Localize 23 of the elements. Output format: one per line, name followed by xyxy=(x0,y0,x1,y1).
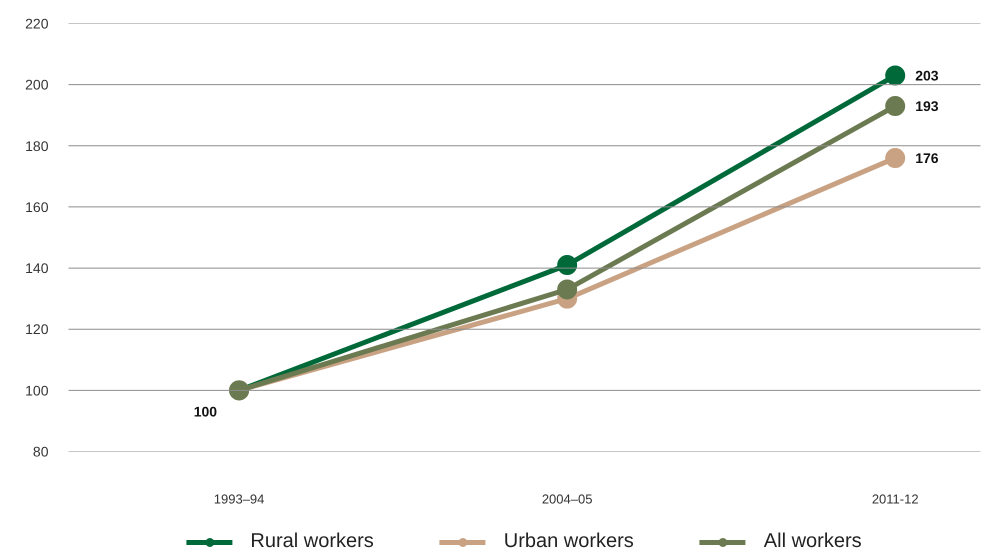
point xyxy=(557,279,578,300)
legend-label: Urban workers xyxy=(504,530,634,553)
data-label: 203 xyxy=(915,67,939,84)
point xyxy=(885,96,906,116)
y-tick-label: 200 xyxy=(25,76,49,93)
y-tick-label: 120 xyxy=(25,321,49,338)
data-label: 193 xyxy=(915,98,939,114)
point xyxy=(885,65,906,86)
point xyxy=(557,255,578,275)
y-tick-label: 80 xyxy=(32,444,49,460)
y-tick-label: 180 xyxy=(25,138,49,154)
legend-label: Rural workers xyxy=(250,530,374,553)
y-tick-label: 100 xyxy=(25,382,49,398)
data-label: 176 xyxy=(915,150,939,166)
x-tick-label: 2011-12 xyxy=(872,492,919,506)
point xyxy=(885,148,906,168)
y-tick-label: 220 xyxy=(25,16,49,32)
x-tick-label: 2004–05 xyxy=(542,492,592,506)
y-tick-label: 140 xyxy=(25,260,49,276)
x-tick-label: 1993–94 xyxy=(214,492,264,506)
legend-label: All workers xyxy=(764,530,862,553)
data-label: 100 xyxy=(194,403,218,420)
y-tick-label: 160 xyxy=(25,198,49,215)
